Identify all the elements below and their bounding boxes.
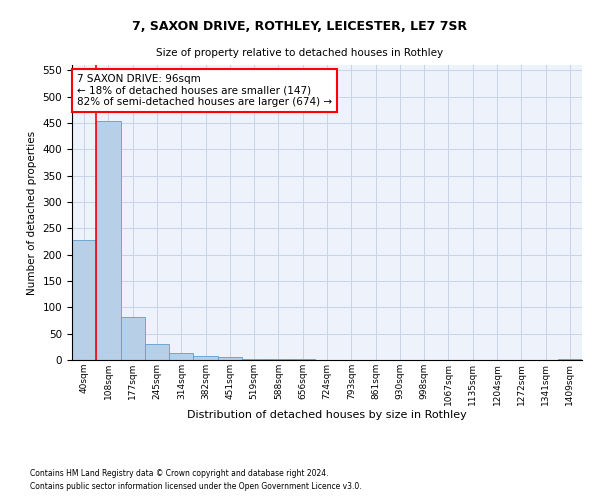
Text: 7 SAXON DRIVE: 96sqm
← 18% of detached houses are smaller (147)
82% of semi-deta: 7 SAXON DRIVE: 96sqm ← 18% of detached h… [77, 74, 332, 107]
Bar [193, 356, 218, 360]
Text: Contains HM Land Registry data © Crown copyright and database right 2024.: Contains HM Land Registry data © Crown c… [30, 468, 329, 477]
Bar [96, 122, 121, 360]
Text: Contains public sector information licensed under the Open Government Licence v3: Contains public sector information licen… [30, 482, 362, 491]
Bar [72, 240, 96, 360]
Bar [218, 358, 242, 360]
Text: 7, SAXON DRIVE, ROTHLEY, LEICESTER, LE7 7SR: 7, SAXON DRIVE, ROTHLEY, LEICESTER, LE7 … [133, 20, 467, 33]
Bar [242, 359, 266, 360]
X-axis label: Distribution of detached houses by size in Rothley: Distribution of detached houses by size … [187, 410, 467, 420]
Bar [169, 353, 193, 360]
Y-axis label: Number of detached properties: Number of detached properties [27, 130, 37, 294]
Bar [121, 317, 145, 360]
Text: Size of property relative to detached houses in Rothley: Size of property relative to detached ho… [157, 48, 443, 58]
Bar [145, 344, 169, 360]
